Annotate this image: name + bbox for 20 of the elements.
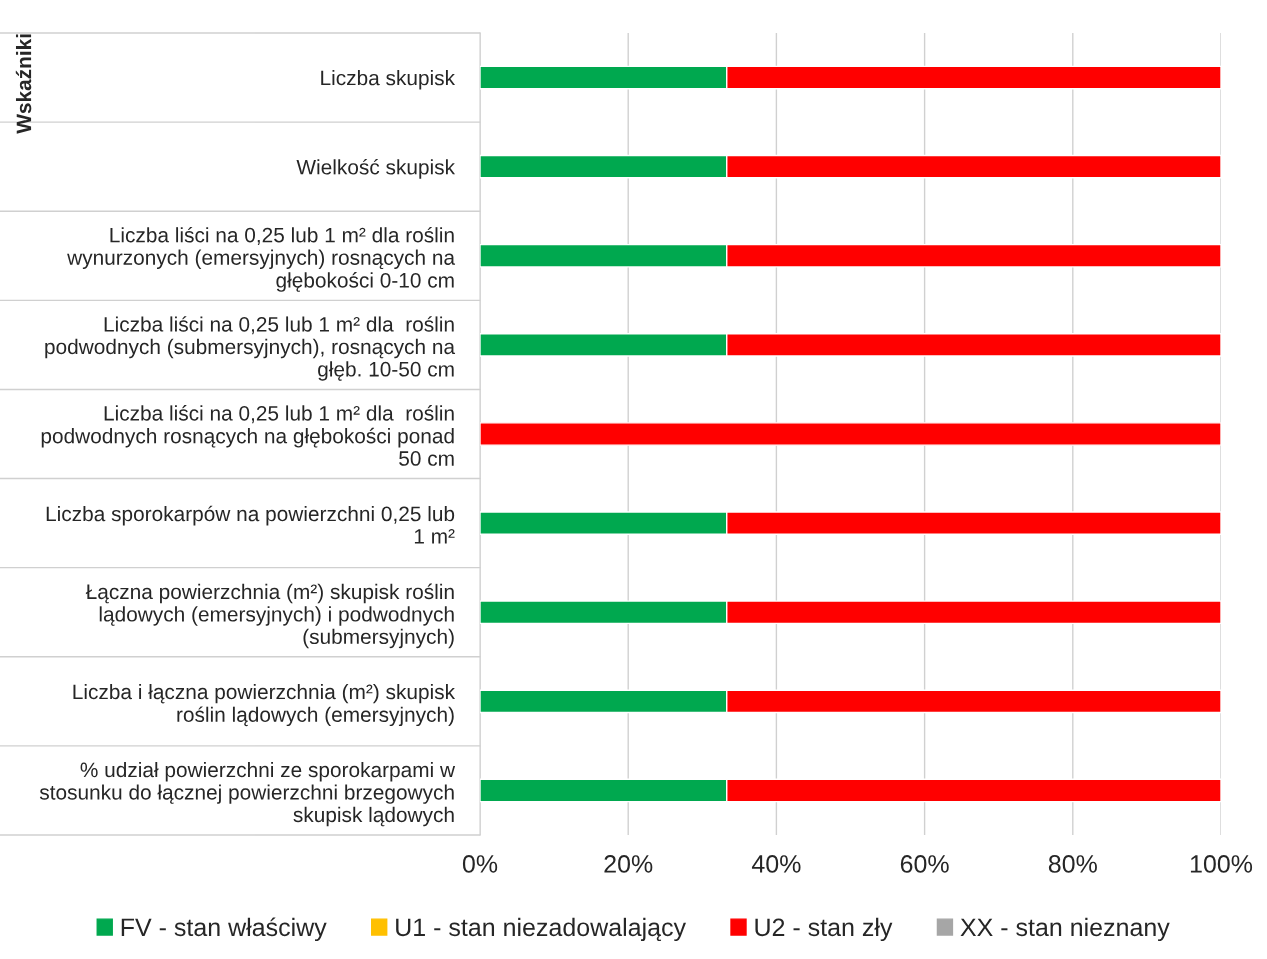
y-tick-label: Liczba liści na 0,25 lub 1 m² dla roślin wynurzonych (emersyjnych) rosnących na głębokości 0-10 cm	[67, 226, 456, 292]
y-axis-title: Wskaźniki	[15, 34, 32, 134]
x-tick-label: 60%	[900, 855, 949, 873]
y-tick-label: Liczba sporokarpów na powierzchni 0,25 lub 1 m²	[46, 505, 455, 544]
y-tick-label: % udział powierzchni ze sporokarpami w stosunku do łącznej powierzchni brzegowych skupisk lądowych	[39, 761, 456, 827]
legend-label: U2 - stan zły	[755, 917, 893, 942]
legend-label: XX - stan nieznany	[960, 917, 1170, 942]
y-tick-label: Łączna powierzchnia (m²) skupisk roślin lądowych (emersyjnych) i podwodnych (submersyjnych)	[85, 583, 454, 649]
y-tick-label: Liczba liści na 0,25 lub 1 m² dla roślin podwodnych (submersyjnych), rosnących na głęb. 10-50 cm	[45, 316, 456, 381]
y-tick-label: Liczba liści na 0,25 lub 1 m² dla roślin podwodnych rosnących na głębokości ponad 50 cm	[41, 405, 454, 466]
x-tick-label: 40%	[751, 855, 801, 873]
x-tick-label: 0%	[462, 855, 498, 873]
x-tick-label: 100%	[1190, 855, 1253, 873]
x-tick-label: 20%	[604, 855, 653, 873]
y-tick-label: Liczba skupisk	[321, 70, 456, 90]
legend-label: FV - stan właściwy	[121, 917, 327, 942]
y-tick-label: Wielkość skupisk	[296, 159, 456, 179]
x-tick-label: 80%	[1048, 855, 1097, 873]
y-tick-label: Liczba i łączna powierzchnia (m²) skupisk roślin lądowych (emersyjnych)	[73, 683, 456, 727]
legend-label: U1 - stan niezadowalający	[396, 917, 686, 942]
